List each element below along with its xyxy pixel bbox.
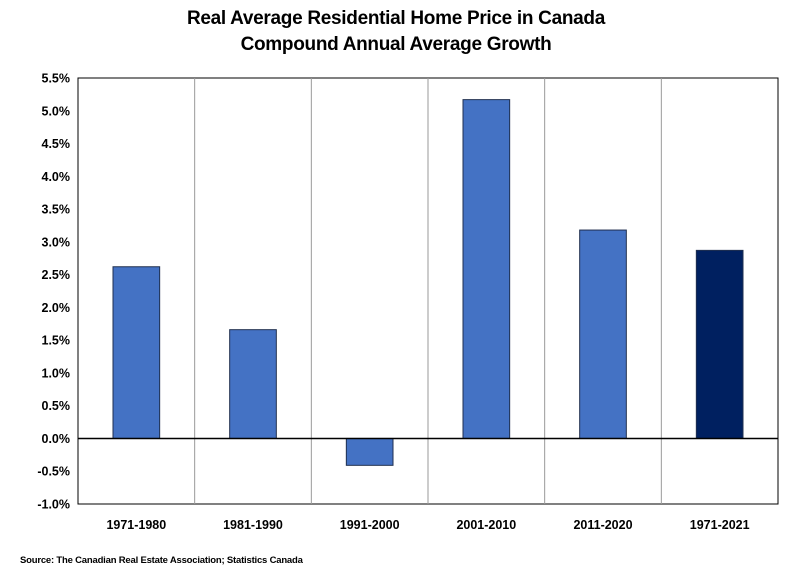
y-tick-label: 3.0% [42, 235, 71, 249]
chart-title-line1: Real Average Residential Home Price in C… [186, 8, 606, 29]
bar-2001-2010 [462, 99, 511, 439]
bar-1971-2021 [695, 249, 744, 439]
x-tick-label: 2001-2010 [456, 518, 516, 532]
gridlines [194, 78, 662, 504]
x-axis-ticks: 1971-1980 1981-1990 1991-2000 2001-2010 2011… [106, 518, 749, 532]
chart-title: Real Average Residential Home Price in C… [0, 6, 792, 58]
y-tick-label: -0.5% [37, 465, 70, 479]
source-note: Source: The Canadian Real Estate Associa… [20, 555, 303, 566]
chart-title-line2: Compound Annual Average Growth [240, 34, 552, 55]
y-tick-label: 0.0% [42, 432, 71, 446]
y-tick-label: 4.0% [42, 170, 71, 184]
y-tick-label: 2.0% [42, 301, 71, 315]
x-tick-label: 1971-1980 [106, 518, 166, 532]
bar-1971-1980 [112, 266, 161, 439]
y-tick-label: 1.0% [42, 366, 71, 380]
y-axis-ticks: 5.5% 5.0% 4.5% 4.0% 3.5% 3.0% 2.5% 2.0% 1.5% 1.0%… [37, 72, 70, 512]
x-tick-label: 1991-2000 [340, 518, 400, 532]
y-tick-label: 0.5% [42, 399, 71, 413]
y-tick-label: 3.5% [42, 203, 71, 217]
y-tick-label: -1.0% [37, 498, 70, 512]
y-tick-label: 5.5% [42, 72, 71, 86]
bar-1991-2000 [345, 437, 394, 466]
bar-1981-1990 [229, 329, 277, 439]
y-tick-label: 5.0% [42, 104, 71, 118]
y-tick-label: 1.5% [42, 334, 71, 348]
x-tick-label: 1981-1990 [223, 518, 283, 532]
y-tick-label: 4.5% [42, 137, 71, 151]
y-tick-label: 2.5% [42, 268, 71, 282]
x-tick-label: 2011-2020 [573, 518, 632, 532]
bar-2011-2020 [579, 229, 627, 439]
bars [112, 99, 744, 466]
x-tick-label: 1971-2021 [690, 518, 750, 532]
